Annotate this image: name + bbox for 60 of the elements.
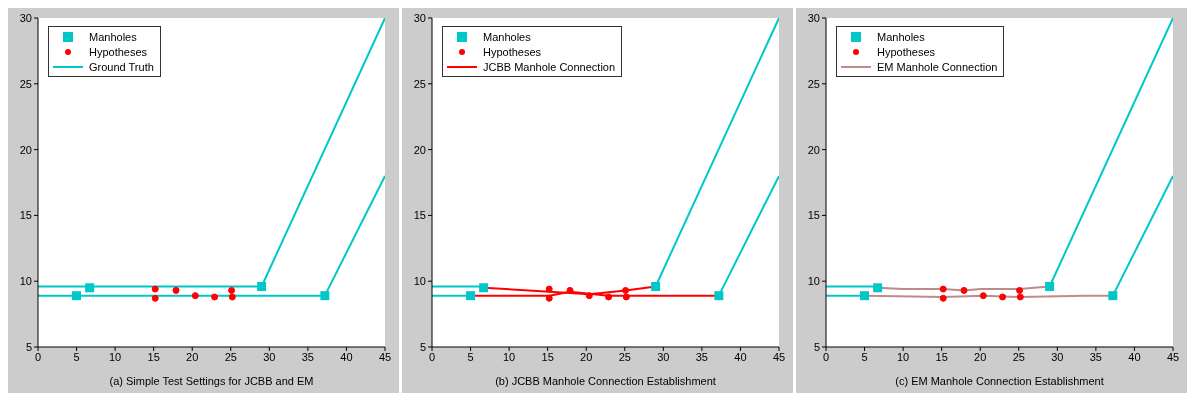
x-tick-label: 0 bbox=[34, 350, 42, 363]
legend-label: Hypotheses bbox=[89, 45, 148, 58]
x-tick-label: 35 bbox=[1089, 350, 1103, 363]
x-tick-label: 25 bbox=[618, 350, 631, 363]
x-tick-label: 40 bbox=[1128, 350, 1141, 363]
x-tick-label: 5 bbox=[73, 350, 80, 363]
x-axis-title: (c) EM Manhole Connection Establishment bbox=[895, 375, 1104, 387]
x-tick-label: 45 bbox=[378, 350, 392, 363]
legend-label: Hypotheses bbox=[877, 45, 936, 58]
x-tick-label: 5 bbox=[861, 350, 868, 363]
y-tick-label: 20 bbox=[807, 143, 820, 156]
x-tick-label: 45 bbox=[772, 350, 786, 363]
y-tick-label: 5 bbox=[25, 340, 32, 353]
x-axis-title: (b) JCBB Manhole Connection Establishment bbox=[495, 375, 716, 387]
x-tick-label: 0 bbox=[428, 350, 436, 363]
y-tick-label: 25 bbox=[413, 77, 426, 90]
x-tick-label: 15 bbox=[541, 350, 554, 363]
x-axis-title: (a) Simple Test Settings for JCBB and EM bbox=[109, 375, 314, 387]
x-tick-label: 0 bbox=[822, 350, 830, 363]
x-tick-label: 35 bbox=[695, 350, 709, 363]
x-tick-label: 20 bbox=[974, 350, 987, 363]
y-tick-label: 25 bbox=[807, 77, 820, 90]
x-tick-label: 10 bbox=[502, 350, 516, 363]
x-tick-label: 15 bbox=[935, 350, 948, 363]
x-tick-label: 40 bbox=[340, 350, 353, 363]
x-tick-label: 15 bbox=[147, 350, 160, 363]
y-tick-label: 15 bbox=[19, 209, 32, 222]
y-tick-label: 30 bbox=[807, 11, 820, 24]
x-tick-label: 30 bbox=[657, 350, 670, 363]
y-tick-label: 15 bbox=[413, 209, 426, 222]
y-tick-label: 20 bbox=[413, 143, 426, 156]
y-tick-label: 15 bbox=[807, 209, 820, 222]
y-tick-label: 30 bbox=[413, 11, 426, 24]
legend-label: EM Manhole Connection bbox=[877, 60, 998, 73]
x-tick-label: 10 bbox=[896, 350, 910, 363]
legend-label: Ground Truth bbox=[89, 60, 154, 73]
x-tick-label: 20 bbox=[580, 350, 593, 363]
y-tick-label: 10 bbox=[413, 275, 426, 288]
legend-label: Manholes bbox=[483, 30, 531, 43]
y-tick-label: 5 bbox=[419, 340, 426, 353]
y-tick-label: 10 bbox=[19, 275, 32, 288]
x-tick-label: 30 bbox=[263, 350, 276, 363]
x-tick-label: 25 bbox=[224, 350, 237, 363]
y-tick-label: 20 bbox=[19, 143, 32, 156]
x-tick-label: 20 bbox=[186, 350, 199, 363]
legend-label: Hypotheses bbox=[483, 45, 542, 58]
x-tick-label: 10 bbox=[108, 350, 122, 363]
y-tick-label: 25 bbox=[19, 77, 32, 90]
x-tick-label: 5 bbox=[467, 350, 474, 363]
y-tick-label: 10 bbox=[807, 275, 820, 288]
legend-label: JCBB Manhole Connection bbox=[483, 60, 616, 73]
x-tick-label: 25 bbox=[1012, 350, 1025, 363]
x-tick-label: 40 bbox=[734, 350, 747, 363]
legend-label: Manholes bbox=[877, 30, 925, 43]
x-tick-label: 35 bbox=[301, 350, 315, 363]
legend-label: Manholes bbox=[89, 30, 137, 43]
y-tick-label: 30 bbox=[19, 11, 32, 24]
x-tick-label: 45 bbox=[1166, 350, 1180, 363]
y-tick-label: 5 bbox=[813, 340, 820, 353]
x-tick-label: 30 bbox=[1051, 350, 1064, 363]
